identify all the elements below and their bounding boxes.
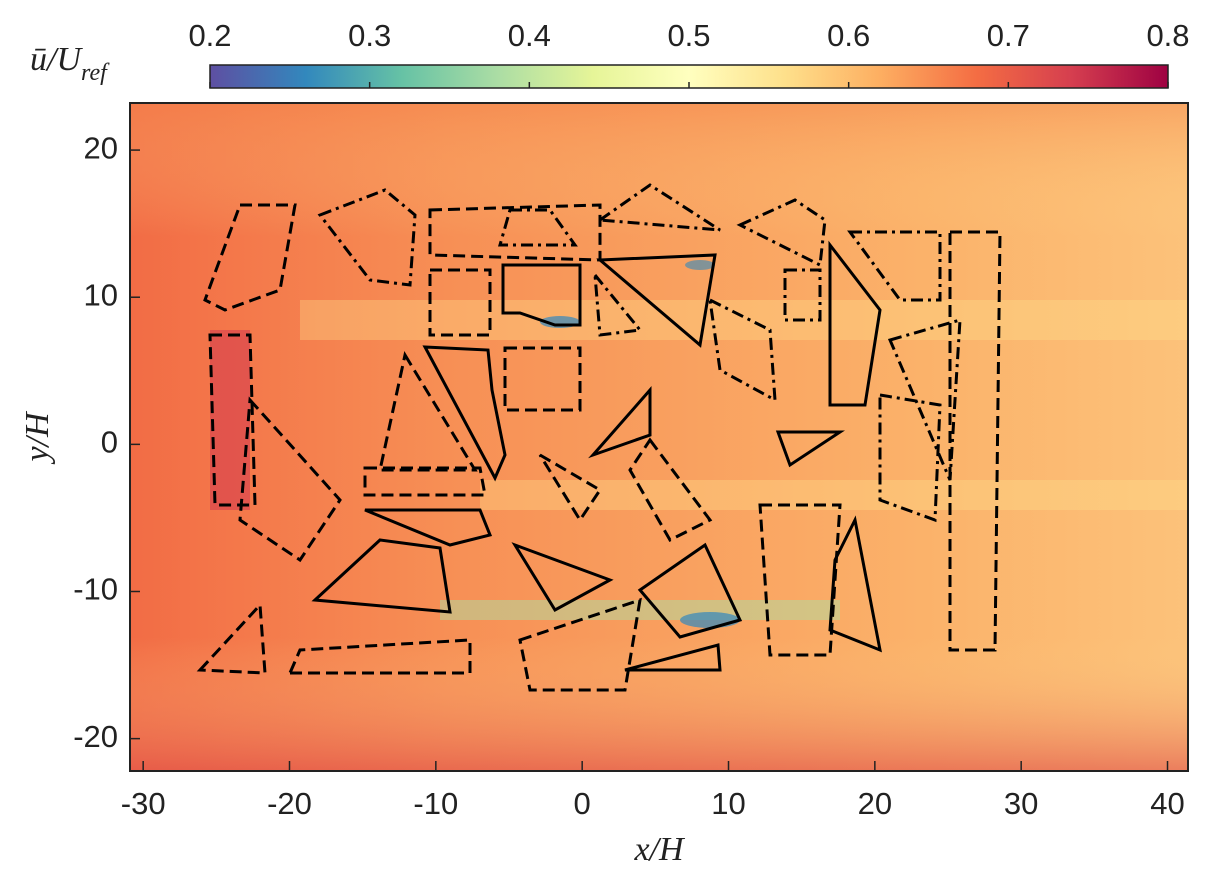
colorbar-tick-label: 0.7 (987, 18, 1030, 53)
colorbar-tick-label: 0.3 (348, 18, 391, 53)
y-tick-label: 0 (101, 425, 118, 460)
y-tick-label: -10 (73, 572, 118, 607)
building-outlines (196, 183, 1002, 692)
x-tick-label: 10 (711, 786, 745, 821)
y-tick-label: -20 (73, 719, 118, 754)
colorbar-tick-label: 0.8 (1146, 18, 1189, 53)
y-tick-label: 20 (84, 130, 118, 165)
y-tick-label: 10 (84, 277, 118, 312)
colorbar-tick-label: 0.2 (188, 18, 231, 53)
x-tick-label: -20 (267, 786, 312, 821)
x-tick-label: 40 (1150, 786, 1184, 821)
x-tick-label: -10 (413, 786, 458, 821)
y-axis-label: y/H (19, 410, 56, 465)
x-axis-label: x/H (633, 831, 686, 868)
x-tick-label: 20 (858, 786, 892, 821)
colorbar-label: ū/Uref (30, 41, 110, 86)
colorbar-tick-label: 0.5 (667, 18, 710, 53)
colorbar-tick-label: 0.6 (827, 18, 870, 53)
plot-frame (129, 102, 1189, 772)
x-tick-label: 0 (574, 786, 591, 821)
x-tick-label: -30 (121, 786, 166, 821)
colorbar-tick-label: 0.4 (508, 18, 551, 53)
x-tick-label: 30 (1004, 786, 1038, 821)
